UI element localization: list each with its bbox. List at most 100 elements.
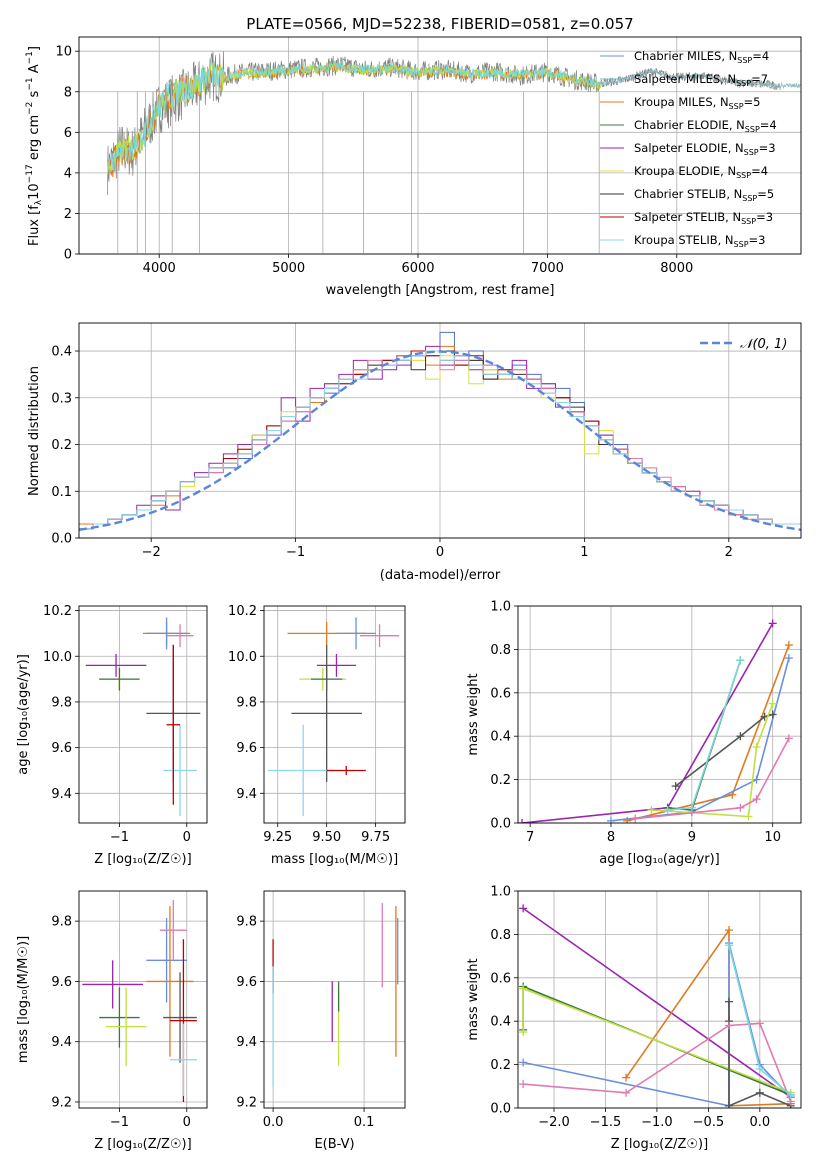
hist-ylabel: Normed distribution	[27, 366, 42, 496]
hist-xtick-label: −2	[142, 545, 161, 560]
mass_Z-xtick-label: 0	[183, 1115, 191, 1130]
age_Z-ytick-label: 10.2	[43, 604, 72, 619]
mw_age-xtick-label: 9	[688, 830, 696, 845]
spectrum-xtick-label: 8000	[660, 261, 693, 276]
mw_age-ylabel: mass weight	[466, 673, 481, 755]
mw_Z-xtick-label: −1.5	[590, 1115, 622, 1130]
mw_age-series	[635, 738, 790, 820]
mw_Z-ytick-label: 0.6	[490, 971, 511, 986]
mw_age-xtick-label: 8	[607, 830, 615, 845]
age_mass-ytick-label: 9.6	[236, 741, 257, 756]
mw_age-series	[651, 703, 774, 818]
mw_age-series	[627, 644, 790, 822]
mw_age-xtick-label: 10	[764, 830, 781, 845]
hist-xtick-label: 1	[580, 545, 588, 560]
mass_ebv-ytick-label: 9.2	[236, 1095, 257, 1110]
age_Z-ytick-label: 9.6	[51, 741, 72, 756]
mass_ebv-errorbars	[272, 903, 399, 1087]
age_mass-ytick-label: 10.0	[228, 650, 257, 665]
mw_age-ytick-label: 1.0	[490, 600, 511, 615]
mw_age-series	[521, 623, 774, 823]
age_Z-xtick-label: 0	[183, 830, 191, 845]
age_Z	[75, 606, 207, 827]
legend-entry: Chabrier STELIB, NSSP=5	[634, 187, 774, 203]
hist-ytick-label: 0.4	[51, 345, 72, 360]
age_Z-ytick-label: 10.0	[43, 650, 72, 665]
spectrum-ytick-label: 2	[64, 207, 72, 222]
mw_age-ytick-label: 0.4	[490, 730, 511, 745]
legend-entry: Chabrier MILES, NSSP=4	[634, 49, 769, 65]
mass_Z-frame	[78, 890, 208, 1109]
age_mass-xtick-label: 9.25	[263, 830, 292, 845]
mw_Z-ytick-label: 0.8	[490, 928, 511, 943]
mw_Z-ytick-label: 0.4	[490, 1015, 511, 1030]
spectrum-legend: Chabrier MILES, NSSP=4 Salpeter MILES, NS…	[600, 49, 777, 249]
mw_age-ytick-label: 0.8	[490, 643, 511, 658]
hist-ytick-label: 0.1	[51, 485, 72, 500]
hist-xtick-label: 0	[436, 545, 444, 560]
figure-title: PLATE=0566, MJD=52238, FIBERID=0581, z=0…	[246, 15, 633, 33]
mw_Z-ytick-label: 0.2	[490, 1058, 511, 1073]
mass_ebv-xlabel: E(B-V)	[314, 1137, 354, 1152]
spectrum-ylabel: Flux [fλ10−17 erg cm−2 s−1 A−1]	[25, 46, 44, 246]
age_mass-ytick-label: 10.2	[228, 604, 257, 619]
mw_Z-xtick-label: 0.0	[749, 1115, 770, 1130]
age_mass-frame	[263, 605, 406, 824]
legend-entry: Chabrier ELODIE, NSSP=4	[634, 118, 777, 134]
age_mass	[260, 606, 405, 827]
age_mass-ytick-label: 9.4	[236, 787, 257, 802]
mass_Z-ytick-label: 9.4	[51, 1035, 72, 1050]
spectrum-ytick-label: 8	[64, 85, 72, 100]
spectrum-lines	[107, 51, 801, 253]
spectrum-model-tail	[598, 68, 801, 90]
age_mass-xtick-label: 9.75	[361, 830, 390, 845]
spectrum-ytick-label: 6	[64, 126, 72, 141]
hist-ytick-label: 0.3	[51, 391, 72, 406]
mw_age-lines	[518, 619, 793, 823]
mw_age-ytick-label: 0.2	[490, 773, 511, 788]
spectrum-frame	[78, 36, 802, 255]
spectrum-xlabel: wavelength [Angstrom, rest frame]	[326, 283, 555, 298]
hist-steps	[79, 331, 801, 538]
legend-entry: Salpeter ELODIE, NSSP=3	[634, 141, 776, 157]
mw_age	[514, 605, 801, 827]
spectrum-data-line	[107, 51, 781, 196]
spectrum-ytick-label: 10	[55, 45, 72, 60]
mass_Z-ytick-label: 9.2	[51, 1095, 72, 1110]
mw_age-ytick-label: 0.0	[490, 817, 511, 832]
mass_Z-ytick-label: 9.8	[51, 915, 72, 930]
mw_age-ytick-label: 0.6	[490, 686, 511, 701]
hist-xtick-label: 2	[725, 545, 733, 560]
mass_ebv-xtick-label: 0.0	[263, 1115, 284, 1130]
mw_Z-lines	[519, 904, 795, 1108]
mw_Z-xtick-label: −0.5	[693, 1115, 725, 1130]
spectrum-xtick-label: 5000	[272, 261, 305, 276]
mw_Z-xtick-label: −1.0	[641, 1115, 673, 1130]
normal-curve	[79, 350, 801, 531]
age_mass-ytick-label: 9.8	[236, 695, 257, 710]
hist-xtick-label: −1	[286, 545, 305, 560]
mass_Z-xtick-label: −1	[110, 1115, 129, 1130]
mass_Z-ytick-label: 9.6	[51, 975, 72, 990]
mw_Z-xtick-label: −2.0	[538, 1115, 570, 1130]
spectrum-ytick-label: 4	[64, 166, 72, 181]
age_mass-xtick-label: 9.50	[312, 830, 341, 845]
spectrum-model-line	[107, 61, 601, 175]
hist-frame	[78, 322, 802, 539]
mass_ebv-ytick-label: 9.6	[236, 975, 257, 990]
mass_Z-errorbars	[82, 900, 197, 1102]
age_Z-ytick-label: 9.8	[51, 695, 72, 710]
mw_Z-ytick-label: 0.0	[490, 1102, 511, 1117]
age_Z-xlabel: Z [log₁₀(Z/Z☉)]	[94, 852, 191, 867]
age_mass-errorbars	[267, 617, 400, 817]
spectrum-xtick-label: 7000	[531, 261, 564, 276]
spectrum-ytick-label: 0	[64, 248, 72, 263]
spectrum-xtick-label: 6000	[401, 261, 434, 276]
spectrum-model-line	[107, 57, 601, 172]
legend-entry: Salpeter STELIB, NSSP=3	[634, 210, 773, 226]
hist-ytick-label: 0.0	[51, 532, 72, 547]
mw_age-frame	[517, 605, 802, 824]
mass_Z-ylabel: mass [log₁₀(M/M☉)]	[16, 936, 31, 1063]
legend-entry: Kroupa ELODIE, NSSP=4	[634, 164, 768, 180]
